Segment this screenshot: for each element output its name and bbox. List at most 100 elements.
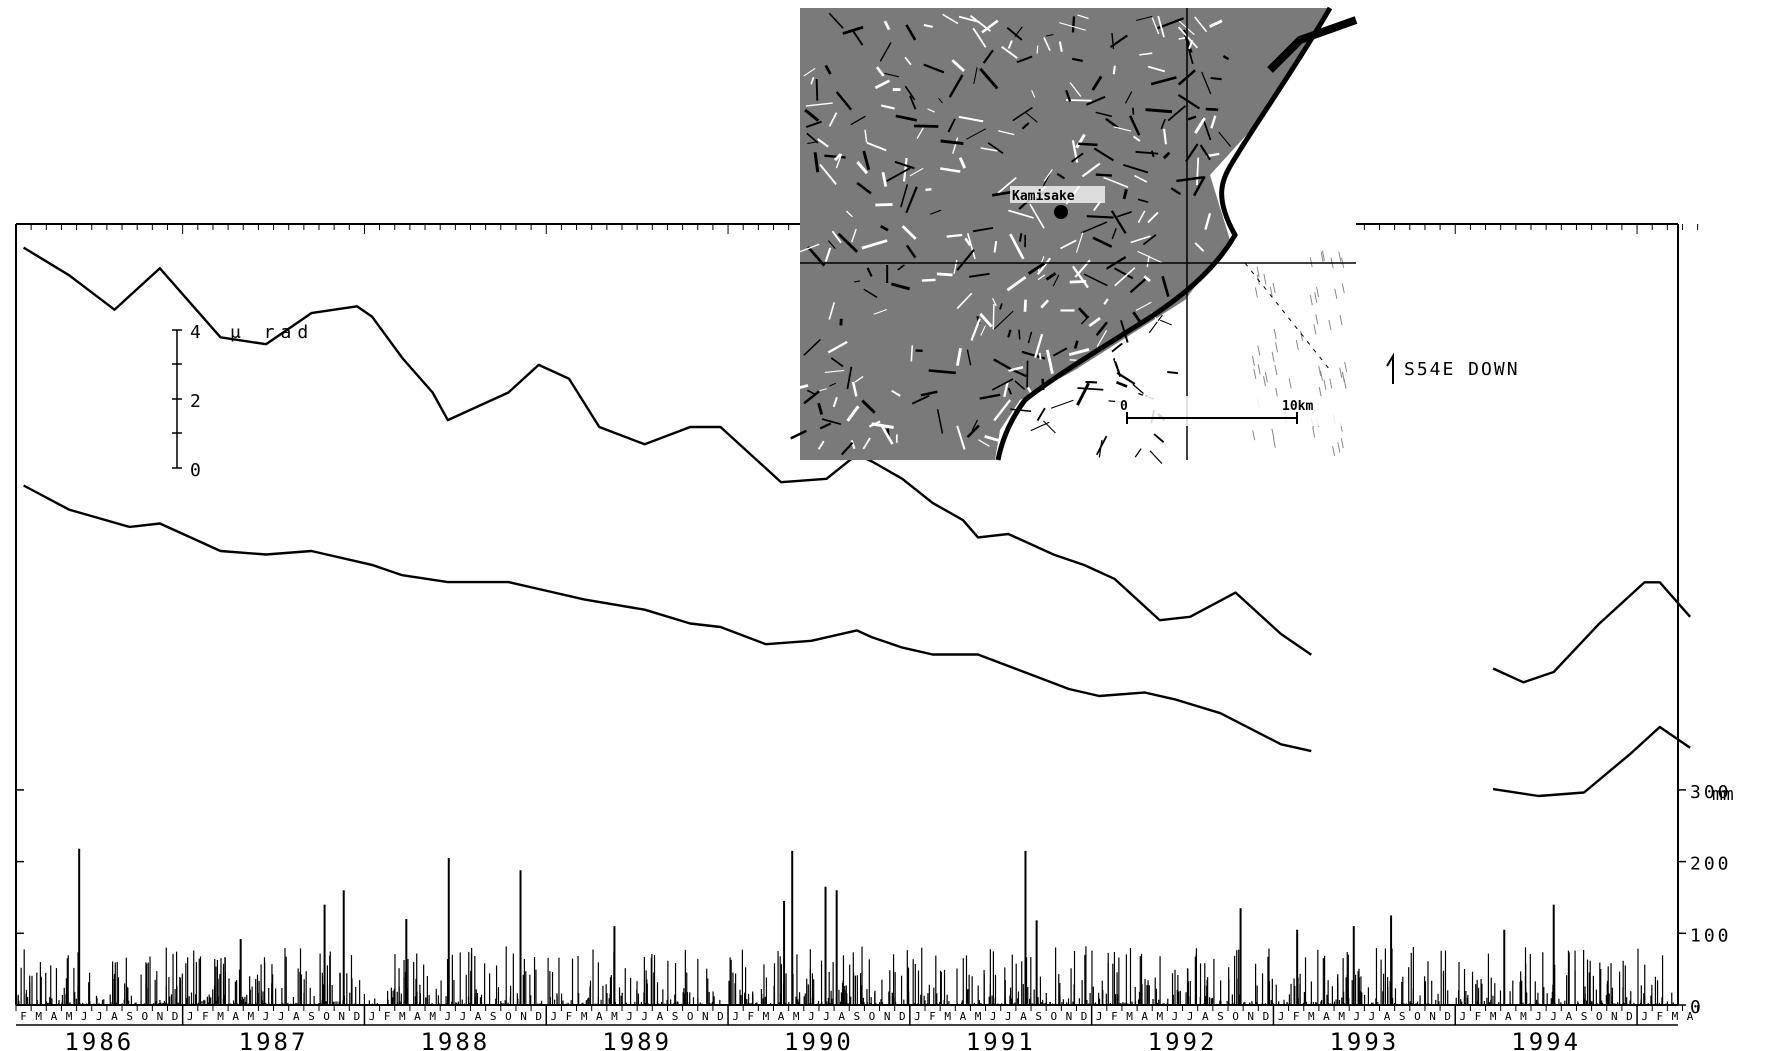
month-letter: N <box>1429 1010 1436 1023</box>
map-sea-hatch <box>1316 286 1320 298</box>
map-sea-hatch <box>1320 251 1324 262</box>
month-letter: O <box>1232 1010 1239 1023</box>
map-texture-stroke <box>993 399 1012 422</box>
rain-axis-label: 200 <box>1690 854 1732 875</box>
map-texture-stroke <box>997 176 1017 194</box>
map-texture-stroke <box>1111 228 1117 240</box>
map-texture-stroke <box>968 272 990 278</box>
map-texture-stroke <box>1070 152 1084 163</box>
month-letter: S <box>1581 1010 1588 1023</box>
map-texture-stroke <box>1103 176 1129 188</box>
map-texture-stroke <box>1210 115 1217 129</box>
map-texture-stroke <box>966 424 980 438</box>
month-letter: A <box>51 1010 58 1023</box>
map-texture-stroke <box>1122 163 1149 174</box>
month-letter: N <box>1247 1010 1254 1023</box>
month-letter: J <box>551 1010 558 1023</box>
map-texture-stroke <box>1031 89 1036 98</box>
map-texture-stroke <box>1095 321 1108 336</box>
map-texture-stroke <box>916 127 924 139</box>
map-texture-stroke <box>1056 172 1066 180</box>
map-texture-stroke <box>1073 340 1079 349</box>
month-letter: M <box>1157 1010 1164 1023</box>
map-dashed-line <box>1244 262 1331 371</box>
map-texture-stroke <box>835 91 853 111</box>
station-label: Kamisake <box>1012 189 1075 204</box>
map-texture-stroke <box>850 440 856 450</box>
month-letter: M <box>66 1010 73 1023</box>
map-sea-hatch <box>1273 328 1277 339</box>
month-letter: O <box>505 1010 512 1023</box>
map-texture-stroke <box>925 188 932 192</box>
map-texture-stroke <box>1006 275 1027 292</box>
map-sea-hatch <box>1315 314 1319 325</box>
map-texture-stroke <box>845 210 853 218</box>
month-letter: F <box>566 1010 573 1023</box>
map-texture-stroke <box>1132 383 1144 395</box>
map-texture-stroke <box>1052 274 1060 287</box>
map-sea-hatch <box>1288 378 1292 389</box>
map-texture-stroke <box>1105 117 1119 129</box>
map-texture-stroke <box>981 19 999 34</box>
map-texture-stroke <box>1204 212 1212 230</box>
map-texture-stroke <box>936 409 944 434</box>
month-letter: S <box>490 1010 497 1023</box>
map-texture-stroke <box>1007 40 1013 49</box>
map-texture-stroke <box>1127 430 1152 444</box>
map-texture-stroke <box>942 13 959 25</box>
month-letter: A <box>1384 1010 1391 1023</box>
map-sea-hatch <box>1256 266 1260 277</box>
map-texture-stroke <box>1078 142 1098 147</box>
map-sea-hatch <box>1344 361 1348 373</box>
map-texture-stroke <box>840 441 854 456</box>
map-texture-stroke <box>1147 211 1159 224</box>
map-texture-stroke <box>1085 380 1098 384</box>
map-texture-stroke <box>875 66 885 77</box>
map-texture-stroke <box>979 393 1001 400</box>
month-letter: J <box>444 1010 451 1023</box>
month-letter: F <box>1293 1010 1300 1023</box>
month-letter: A <box>778 1010 785 1023</box>
month-letter: J <box>1172 1010 1179 1023</box>
month-letter: F <box>1111 1010 1118 1023</box>
month-letter: A <box>596 1010 603 1023</box>
map-texture-stroke <box>803 67 816 77</box>
map-texture-stroke <box>871 422 894 429</box>
map-texture-stroke <box>992 298 997 307</box>
map-texture-stroke <box>992 304 995 330</box>
map-sea-hatch <box>1318 386 1322 398</box>
map-texture-stroke <box>1009 233 1025 260</box>
map-texture-stroke <box>881 171 888 187</box>
map-texture-stroke <box>951 59 965 72</box>
month-letter: J <box>914 1010 921 1023</box>
map-texture-stroke <box>1137 198 1149 204</box>
map-texture-stroke <box>1146 255 1150 268</box>
month-letter: J <box>823 1010 830 1023</box>
map-texture-stroke <box>1115 381 1128 388</box>
map-texture-stroke <box>846 366 853 390</box>
map-texture-stroke <box>1103 298 1109 305</box>
map-texture-stroke <box>1040 299 1050 309</box>
map-texture-stroke <box>880 224 889 232</box>
map-texture-stroke <box>884 72 899 78</box>
map-texture-stroke <box>911 394 930 405</box>
map-texture-stroke <box>1192 175 1206 197</box>
map-texture-stroke <box>913 124 939 128</box>
map-texture-stroke <box>1012 106 1033 122</box>
map-sea-hatch <box>1274 364 1278 376</box>
month-letter: D <box>717 1010 724 1023</box>
map-texture-stroke <box>1132 107 1135 115</box>
map-texture-stroke <box>953 259 958 274</box>
map-texture-stroke <box>1046 33 1054 37</box>
month-letter: S <box>308 1010 315 1023</box>
map-texture-stroke <box>1007 329 1012 338</box>
year-labels: 1986 1987 1988 1989 1990 1991 1992 1993 1994 <box>64 1028 1581 1051</box>
map-sea-hatch <box>1252 430 1256 441</box>
year-label: 1994 <box>1511 1028 1581 1051</box>
month-letter: S <box>1399 1010 1406 1023</box>
map-texture-stroke <box>1177 26 1199 49</box>
map-texture-stroke <box>819 163 837 185</box>
map-texture-stroke <box>1036 45 1039 54</box>
map-texture-stroke <box>1058 41 1063 52</box>
map-texture-stroke <box>966 233 976 259</box>
